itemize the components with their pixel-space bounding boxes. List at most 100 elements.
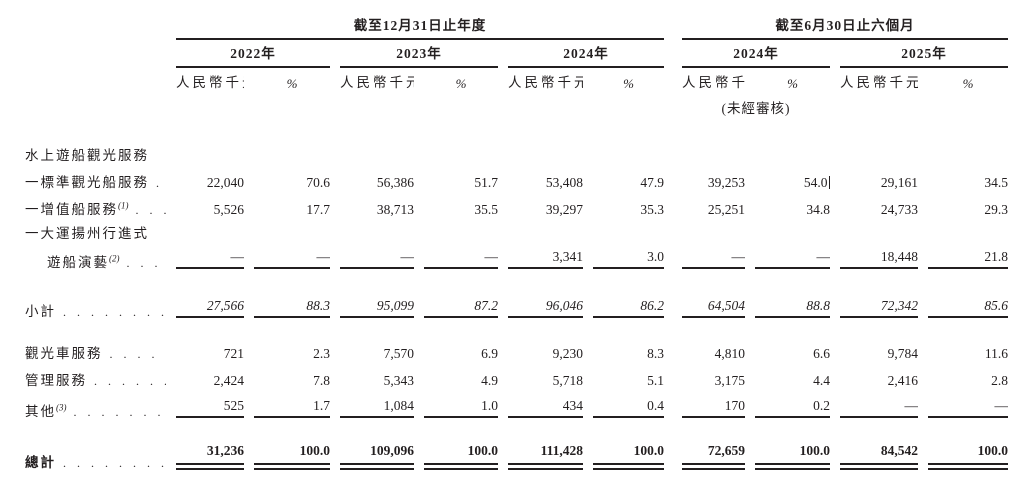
- percent-cell: 21.8: [918, 245, 1008, 269]
- row-label: 其他(3). . . . . . . . .: [0, 394, 166, 418]
- percent-cell: 6.6: [813, 345, 830, 361]
- table-row-management: 管理服務. . . . . . . . 2,424 7.8 5,343 4.9 …: [0, 367, 1008, 394]
- percent-cell: 11.6: [984, 345, 1008, 361]
- leader-dots: . . . .: [126, 255, 167, 269]
- table-row-cruise-show-line1: 一大運揚州行進式: [0, 223, 1008, 245]
- leader-dots: . .: [156, 175, 166, 190]
- amount-cell: —: [664, 245, 745, 269]
- unit-header: 人民幣千元: [682, 75, 745, 91]
- period-header-row: 截至12月31日止年度 截至6月30日止六個月: [0, 12, 1008, 40]
- percent-cell: 4.9: [481, 372, 498, 388]
- spacer-row: [0, 318, 1008, 340]
- percent-cell: 85.6: [918, 297, 1008, 318]
- unaudited-note: (未經審核): [721, 101, 791, 117]
- amount-cell: 3,175: [714, 372, 745, 388]
- amount-cell: 2,424: [213, 372, 244, 388]
- percent-cell: 47.9: [640, 174, 664, 190]
- amount-cell: 22,040: [206, 174, 244, 190]
- row-label: 小計. . . . . . . . .: [0, 297, 166, 318]
- percent-cell: 7.8: [313, 372, 330, 388]
- amount-cell: 2,416: [887, 372, 918, 388]
- percent-cell: 88.8: [745, 297, 830, 318]
- amount-cell: 721: [223, 345, 244, 361]
- empty-cell: [0, 40, 166, 68]
- amount-cell: 39,253: [707, 174, 745, 190]
- percent-cell: 51.7: [474, 174, 498, 190]
- amount-cell: —: [330, 245, 414, 269]
- unit-header: 人民幣千元: [508, 75, 583, 91]
- leader-dots: . . . . . . . . .: [73, 404, 167, 418]
- spacer-row: [0, 418, 1008, 444]
- footnote-marker: (1): [118, 200, 129, 211]
- amount-cell: 170: [664, 394, 745, 418]
- year-header-row: 2022年 2023年 2024年 2024年 2025年: [0, 40, 1008, 68]
- unit-header: 人民幣千元: [176, 75, 244, 91]
- leader-dots: . . . . . . . . .: [63, 304, 166, 318]
- percent-header: %: [787, 75, 798, 91]
- empty-cell: [166, 98, 330, 120]
- percent-cell: 100.0: [745, 444, 830, 470]
- amount-cell: 38,713: [376, 201, 414, 217]
- amount-cell: 525: [166, 394, 244, 418]
- percent-cell: 1.0: [414, 394, 498, 418]
- amount-cell: —: [830, 394, 918, 418]
- amount-cell: 25,251: [707, 201, 745, 217]
- percent-cell: 17.7: [306, 201, 330, 217]
- amount-cell: 4,810: [714, 345, 745, 361]
- year-header-2024: 2024年: [498, 40, 664, 68]
- table-row-value-added: 一增值船服務(1). . . 5,526 17.7 38,713 35.5 39…: [0, 196, 1008, 223]
- unaudited-row: (未經審核): [0, 98, 1008, 120]
- amount-cell: 56,386: [376, 174, 414, 190]
- empty-cell: [330, 98, 498, 120]
- row-label: 一標準觀光船服務. .: [0, 169, 166, 196]
- percent-cell: 70.6: [306, 174, 330, 190]
- percent-cell: 0.4: [583, 394, 664, 418]
- percent-cell: 0.2: [745, 394, 830, 418]
- percent-cell: —: [414, 245, 498, 269]
- percent-cell: 8.3: [647, 345, 664, 361]
- year-header-interim-2024: 2024年: [664, 40, 830, 68]
- amount-cell: —: [166, 245, 244, 269]
- period-header-interim: 截至6月30日止六個月: [664, 12, 1008, 40]
- amount-cell: 24,733: [880, 201, 918, 217]
- unit-header: 人民幣千元: [340, 75, 414, 91]
- revenue-breakdown-table: 截至12月31日止年度 截至6月30日止六個月 2022年 2023年 2024…: [0, 12, 1008, 470]
- amount-cell: 95,099: [330, 297, 414, 318]
- percent-cell: 34.8: [806, 201, 830, 217]
- percent-cell: 100.0: [918, 444, 1008, 470]
- leader-dots: . . . . . . . . . .: [63, 456, 166, 470]
- row-label: 遊船演藝(2). . . .: [0, 245, 166, 269]
- percent-header: %: [962, 75, 974, 91]
- year-header-2023: 2023年: [330, 40, 498, 68]
- empty-cell: [0, 12, 166, 40]
- percent-cell: —: [745, 245, 830, 269]
- empty-cell: [498, 98, 664, 120]
- percent-cell: 3.0: [583, 245, 664, 269]
- percent-cell: 35.5: [474, 201, 498, 217]
- amount-cell: 5,718: [552, 372, 583, 388]
- amount-cell: 3,341: [498, 245, 583, 269]
- amount-cell: 1,084: [330, 394, 414, 418]
- amount-cell: 27,566: [166, 297, 244, 318]
- amount-cell: 39,297: [545, 201, 583, 217]
- percent-cell: —: [244, 245, 330, 269]
- text-cursor-artifact: [828, 175, 830, 189]
- percent-cell: 1.7: [244, 394, 330, 418]
- amount-cell: 29,161: [880, 174, 918, 190]
- table-row-cruise-show: 遊船演藝(2). . . . — — — — 3,341 3.0 — — 18,…: [0, 245, 1008, 269]
- table-row-standard: 一標準觀光船服務. . 22,040 70.6 56,386 51.7 53,4…: [0, 169, 1008, 196]
- amount-cell: 84,542: [830, 444, 918, 470]
- empty-cell: [830, 98, 1008, 120]
- period-header-annual: 截至12月31日止年度: [166, 12, 664, 40]
- percent-cell: 2.3: [313, 345, 330, 361]
- empty-cell: [0, 68, 166, 98]
- percent-header: %: [623, 75, 634, 91]
- amount-cell: 31,236: [166, 444, 244, 470]
- leader-dots: . . . . . . . .: [94, 373, 166, 388]
- year-header-2022: 2022年: [166, 40, 330, 68]
- percent-cell: 86.2: [583, 297, 664, 318]
- year-header-interim-2025: 2025年: [830, 40, 1008, 68]
- percent-cell: 100.0: [583, 444, 664, 470]
- table-row-others: 其他(3). . . . . . . . . 525 1.7 1,084 1.0…: [0, 394, 1008, 418]
- amount-cell: 18,448: [830, 245, 918, 269]
